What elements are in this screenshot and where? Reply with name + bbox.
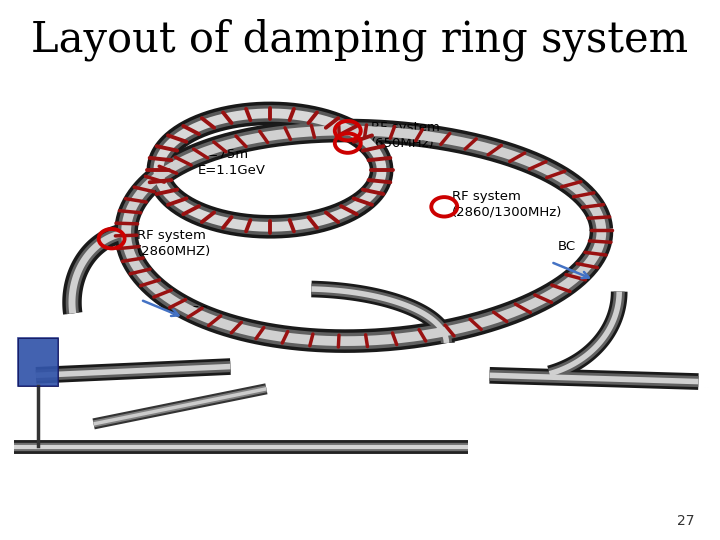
Text: RF system
(650MHz): RF system (650MHz)	[371, 122, 440, 150]
Text: C=75m
E=1.1GeV: C=75m E=1.1GeV	[198, 148, 266, 177]
Text: EC: EC	[191, 305, 208, 318]
Text: Layout of damping ring system: Layout of damping ring system	[32, 19, 688, 62]
Text: 27: 27	[678, 514, 695, 528]
Text: RF system
(2860/1300MHz): RF system (2860/1300MHz)	[452, 190, 562, 218]
Text: RF system
(2860MHZ): RF system (2860MHZ)	[137, 230, 211, 258]
Text: BC: BC	[558, 240, 576, 253]
FancyBboxPatch shape	[18, 338, 58, 386]
